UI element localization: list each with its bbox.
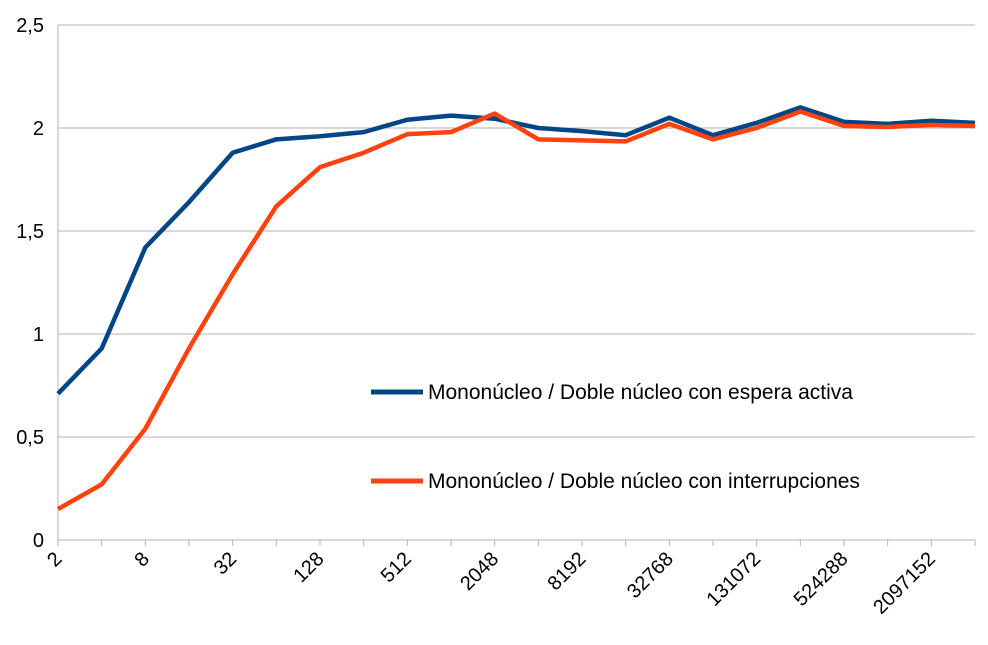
x-tick-label: 524288	[790, 548, 853, 611]
x-tick-label: 2	[43, 548, 66, 571]
legend-label-series-1: Mononúcleo / Doble núcleo con espera act…	[428, 381, 853, 404]
y-tick-label: 2	[33, 118, 44, 140]
x-tick-label: 512	[377, 548, 416, 587]
series-line-2	[56, 109, 976, 512]
y-axis-ticks: 0 0,5 1 1,5 2 2,5	[16, 15, 44, 552]
y-tick-label: 1	[33, 324, 44, 346]
x-tick-label: 8192	[544, 548, 591, 595]
x-tick-label: 8	[130, 548, 153, 571]
y-tick-label: 1,5	[16, 221, 44, 243]
y-tick-label: 0	[33, 530, 44, 552]
x-tick-label: 32	[210, 548, 241, 579]
x-tick-label: 131072	[702, 548, 765, 611]
x-tick-label: 128	[289, 548, 328, 587]
y-tick-label: 2,5	[16, 15, 44, 37]
series-group	[56, 105, 976, 512]
x-tick-label: 2097152	[869, 548, 940, 619]
x-tick-label: 32768	[623, 548, 678, 603]
legend-label-series-2: Mononúcleo / Doble núcleo con interrupci…	[428, 470, 860, 493]
y-tick-label: 0,5	[16, 427, 44, 449]
series-line-1	[56, 105, 976, 396]
grid-lines	[58, 24, 975, 438]
x-tick-label: 2048	[456, 548, 503, 595]
axes	[57, 25, 976, 546]
x-axis-ticks: 2 8 32 128 512 2048 8192 32768 131072 524288 20971…	[43, 548, 940, 619]
legend: Mononúcleo / Doble núcleo con espera act…	[371, 381, 860, 493]
